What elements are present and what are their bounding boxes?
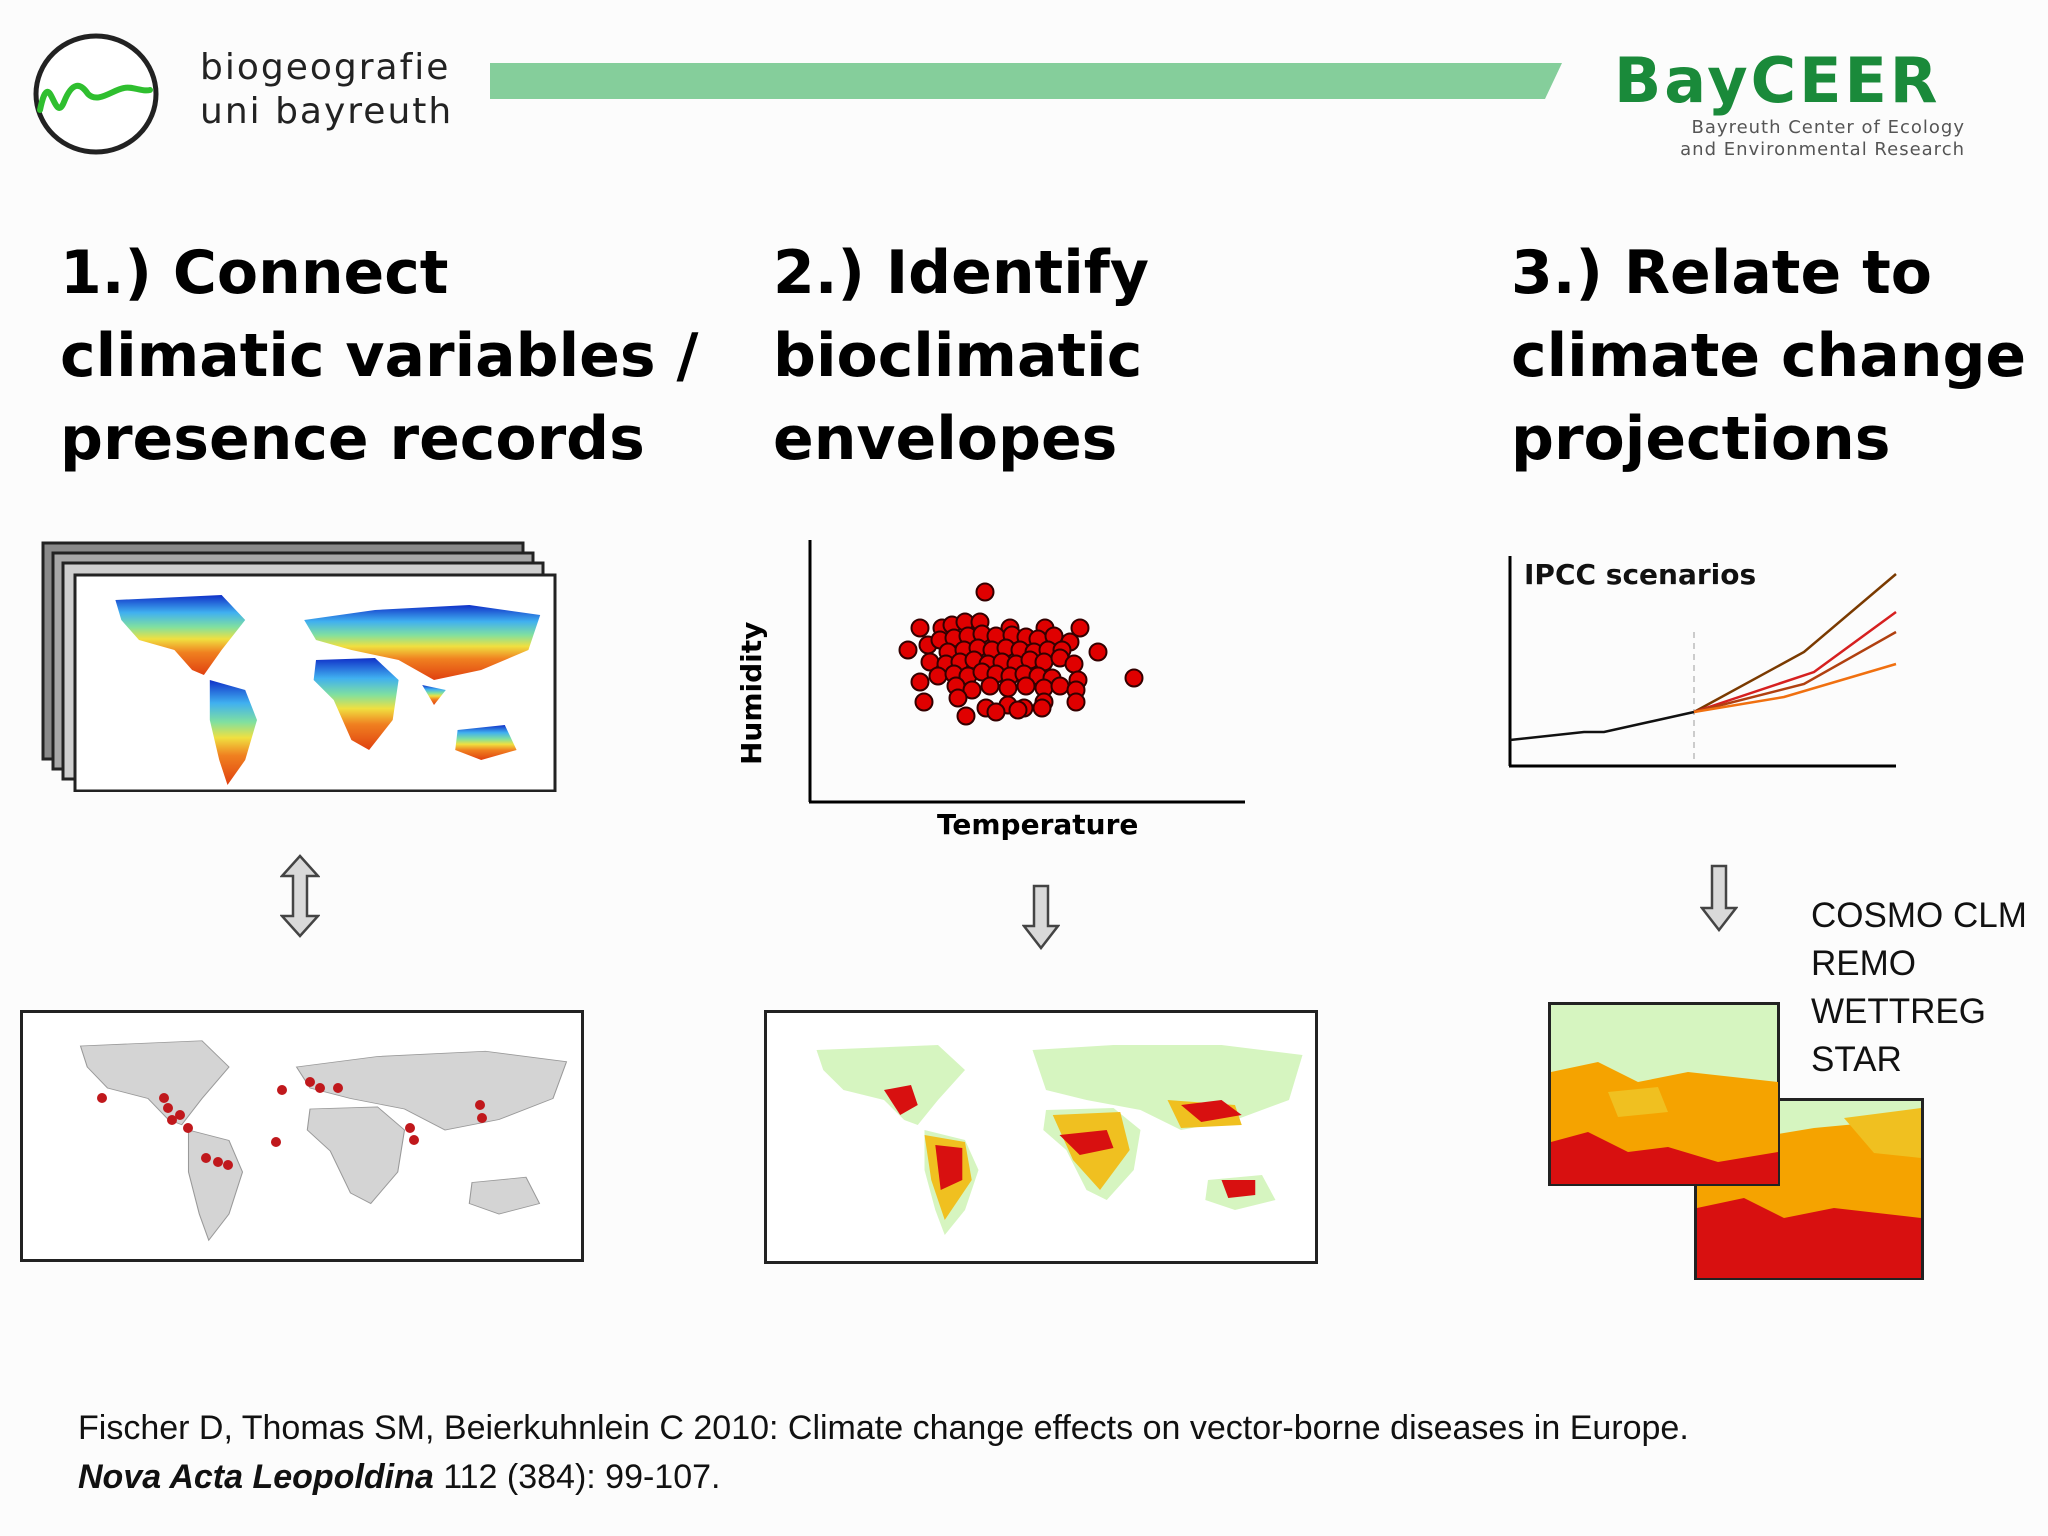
ipcc-scenario-lines <box>1693 573 1897 714</box>
step-3-line-2: climate change <box>1511 321 2027 391</box>
logo-line-1: biogeografie <box>200 47 451 88</box>
scatter-point <box>1016 676 1036 696</box>
climate-layer-stack <box>40 540 560 793</box>
step-2-line-1: 2.) Identify <box>773 238 1149 308</box>
citation: Fischer D, Thomas SM, Beierkuhnlein C 20… <box>78 1404 1689 1502</box>
bayceer-wordmark: BayCEER <box>1614 44 1941 117</box>
scatter-point <box>998 678 1018 698</box>
model-wettreg: WETTREG <box>1811 992 1986 1031</box>
ipcc-chart-title: IPCC scenarios <box>1524 558 1756 591</box>
bioclimatic-envelope-chart <box>760 540 1260 850</box>
x-axis-label: Temperature <box>937 808 1139 841</box>
logo-line-2: uni bayreuth <box>200 91 454 132</box>
scatter-point <box>1064 654 1084 674</box>
scatter-point <box>1050 676 1070 696</box>
scatter-point <box>975 582 995 602</box>
down-arrow-icon <box>1699 864 1739 933</box>
step-1-line-3: presence records <box>60 404 645 474</box>
scatter-point <box>1124 668 1144 688</box>
journal-name: Nova Acta Leopoldina <box>78 1458 434 1496</box>
scatter-point <box>928 666 948 686</box>
scatter-point <box>1088 642 1108 662</box>
step-3-line-1: 3.) Relate to <box>1511 238 1932 308</box>
citation-line-1: Fischer D, Thomas SM, Beierkuhnlein C 20… <box>78 1409 1689 1447</box>
ipcc-historical-line <box>1509 710 1695 742</box>
scatter-point <box>914 692 934 712</box>
biogeografie-logo <box>32 32 160 156</box>
bayceer-subtitle-1: Bayreuth Center of Ecology <box>1691 117 1965 138</box>
step-3-line-3: projections <box>1511 404 1891 474</box>
scatter-point <box>1032 698 1052 718</box>
step-2-heading: 2.) Identify bioclimatic envelopes <box>773 232 1149 481</box>
ipcc-scenario-line <box>1693 610 1897 714</box>
step-1-line-2: climatic variables / <box>60 321 699 391</box>
scatter-point <box>1066 692 1086 712</box>
scatter-point <box>956 706 976 726</box>
model-remo: REMO <box>1811 944 1916 983</box>
step-1-heading: 1.) Connect climatic variables / presenc… <box>60 232 698 481</box>
citation-line-2: Nova Acta Leopoldina 112 (384): 99-107. <box>78 1453 1689 1502</box>
model-cosmo-clm: COSMO CLM <box>1811 896 2027 935</box>
scatter-point <box>910 672 930 692</box>
presence-records-map <box>20 1010 584 1262</box>
bayceer-subtitle-2: and Environmental Research <box>1680 139 1965 160</box>
step-2-line-2: bioclimatic <box>773 321 1143 391</box>
europe-projection-map-1 <box>1548 1002 1780 1186</box>
scatter-point <box>962 680 982 700</box>
scatter-points <box>898 582 1144 726</box>
ipcc-scenario-line <box>1693 630 1897 714</box>
habitat-suitability-map <box>764 1010 1318 1264</box>
double-arrow-icon <box>279 854 321 938</box>
journal-volume: 112 (384): 99-107. <box>433 1458 721 1496</box>
down-arrow-icon <box>1021 884 1061 951</box>
header-bar <box>490 63 1562 99</box>
ipcc-scenario-line <box>1693 662 1897 714</box>
step-2-line-3: envelopes <box>773 404 1118 474</box>
step-1-line-1: 1.) Connect <box>60 238 449 308</box>
scatter-point <box>1070 618 1090 638</box>
bayceer-logo: BayCEER Bayreuth Center of Ecology and E… <box>1600 44 1970 164</box>
scatter-point <box>986 702 1006 722</box>
step-3-heading: 3.) Relate to climate change projections <box>1511 232 2026 481</box>
model-star: STAR <box>1811 1040 1902 1079</box>
biogeografie-logo-icon <box>33 33 159 155</box>
y-axis-label: Humidity <box>735 621 768 765</box>
scatter-point <box>898 640 918 660</box>
scatter-point <box>948 688 968 708</box>
ipcc-scenarios-chart: IPCC scenarios <box>1504 552 1906 772</box>
scatter-point <box>910 618 930 638</box>
scatter-point <box>980 676 1000 696</box>
ipcc-scenario-line <box>1693 573 1897 714</box>
scatter-point <box>1008 700 1028 720</box>
